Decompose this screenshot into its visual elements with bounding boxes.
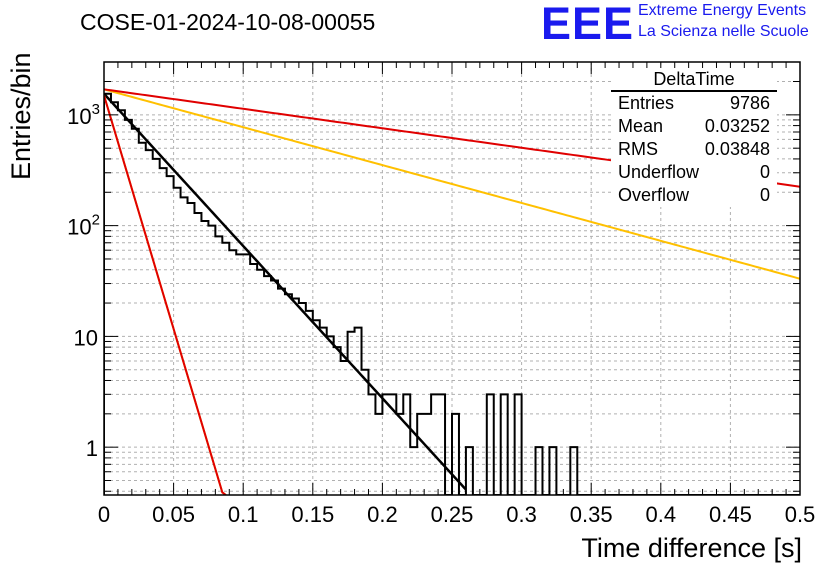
stats-value: 0: [759, 185, 770, 205]
stats-row-underflow: Underflow 0: [611, 161, 777, 184]
x-tick-label: 0: [98, 502, 110, 527]
stats-label: Overflow: [618, 185, 690, 205]
stats-row-mean: Mean 0.03252: [611, 115, 777, 138]
stats-box: DeltaTime Entries 9786 Mean 0.03252 RMS …: [611, 68, 777, 207]
x-tick-label: 0.35: [570, 502, 613, 527]
x-tick-label: 0.2: [367, 502, 398, 527]
x-tick-label: 0.5: [785, 502, 816, 527]
x-tick-label: 0.4: [646, 502, 677, 527]
fit-curve: [104, 95, 227, 495]
y-axis-label: Entries/bin: [6, 52, 36, 180]
stats-value: 0.03848: [704, 139, 770, 159]
x-tick-label: 0.15: [291, 502, 334, 527]
stats-value: 0.03252: [704, 116, 770, 136]
x-tick-label: 0.3: [506, 502, 537, 527]
stats-row-entries: Entries 9786: [611, 92, 777, 115]
stats-value: 0: [759, 162, 770, 182]
x-axis-label: Time difference [s]: [581, 533, 802, 563]
y-tick-label: 1: [86, 436, 98, 461]
logo-subtitle-1: Extreme Energy Events: [638, 2, 807, 19]
stats-value: 9786: [729, 93, 770, 113]
y-tick-label: 103: [67, 101, 100, 129]
fit-curve: [104, 92, 467, 491]
x-tick-label: 0.25: [431, 502, 474, 527]
stats-row-rms: RMS 0.03848: [611, 138, 777, 161]
stats-label: Mean: [618, 116, 664, 136]
stats-label: Entries: [618, 93, 675, 113]
stats-label: Underflow: [618, 162, 700, 182]
x-tick-label: 0.05: [152, 502, 195, 527]
logo-subtitle-2: La Scienza nelle Scuole: [638, 23, 809, 40]
histogram-outline: [104, 92, 800, 495]
plot-title: COSE-01-2024-10-08-00055: [80, 9, 376, 35]
stats-label: RMS: [618, 139, 658, 159]
fit-curve: [104, 88, 800, 280]
x-tick-label: 0.45: [709, 502, 752, 527]
stats-title: DeltaTime: [611, 68, 777, 92]
y-tick-label: 10: [74, 325, 98, 350]
stats-row-overflow: Overflow 0: [611, 184, 777, 207]
eee-logo: EEE: [541, 0, 635, 49]
y-tick-label: 102: [67, 212, 100, 240]
x-tick-label: 0.1: [228, 502, 259, 527]
